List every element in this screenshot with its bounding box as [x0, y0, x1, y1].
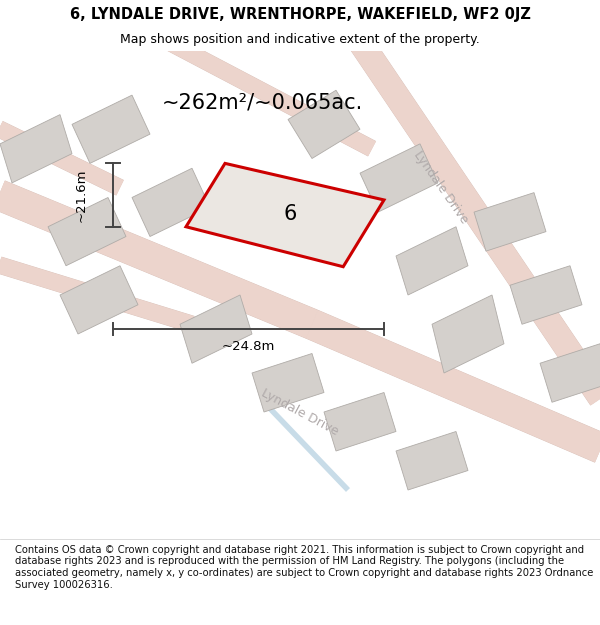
Polygon shape — [288, 90, 360, 159]
Polygon shape — [60, 266, 138, 334]
Polygon shape — [180, 295, 252, 363]
Text: ~262m²/~0.065ac.: ~262m²/~0.065ac. — [162, 92, 363, 112]
Text: Lyndale Drive: Lyndale Drive — [411, 149, 471, 226]
Polygon shape — [132, 168, 210, 236]
Polygon shape — [510, 266, 582, 324]
Polygon shape — [48, 198, 126, 266]
Text: Lyndale Drive: Lyndale Drive — [259, 386, 341, 438]
Polygon shape — [360, 144, 438, 212]
Text: ~21.6m: ~21.6m — [74, 168, 88, 222]
Polygon shape — [474, 192, 546, 251]
Text: 6, LYNDALE DRIVE, WRENTHORPE, WAKEFIELD, WF2 0JZ: 6, LYNDALE DRIVE, WRENTHORPE, WAKEFIELD,… — [70, 7, 530, 22]
Polygon shape — [72, 95, 150, 163]
Text: 6: 6 — [284, 204, 297, 224]
Polygon shape — [396, 227, 468, 295]
Polygon shape — [396, 431, 468, 490]
Text: Map shows position and indicative extent of the property.: Map shows position and indicative extent… — [120, 34, 480, 46]
Text: ~24.8m: ~24.8m — [222, 340, 275, 352]
Text: Contains OS data © Crown copyright and database right 2021. This information is : Contains OS data © Crown copyright and d… — [15, 545, 593, 589]
Polygon shape — [432, 295, 504, 373]
Polygon shape — [252, 354, 324, 412]
Polygon shape — [186, 163, 384, 267]
Polygon shape — [0, 114, 72, 183]
Polygon shape — [540, 344, 600, 402]
Polygon shape — [324, 392, 396, 451]
